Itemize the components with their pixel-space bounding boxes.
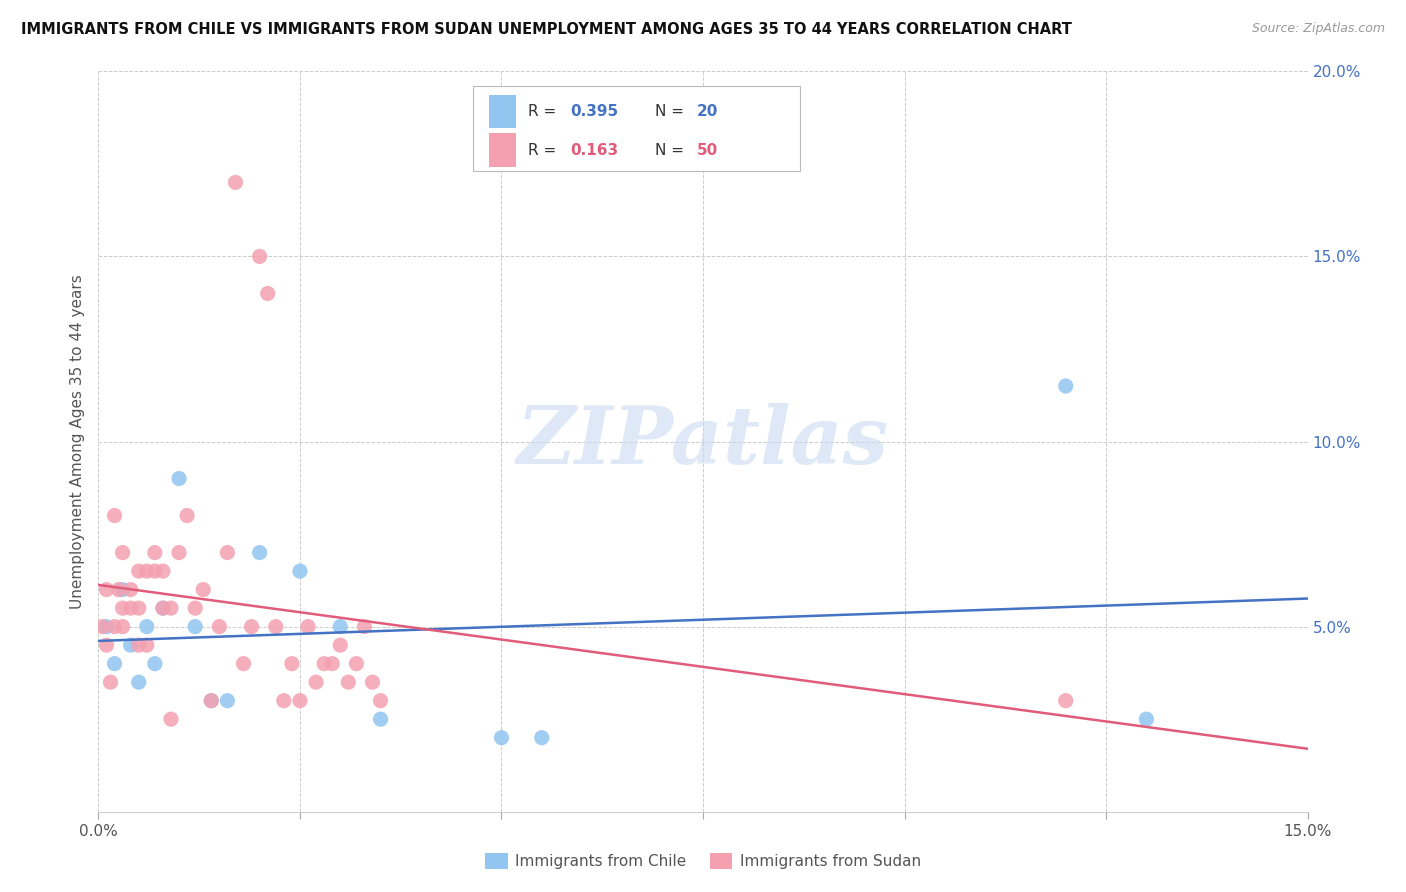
Point <box>200 694 222 708</box>
Text: Source: ZipAtlas.com: Source: ZipAtlas.com <box>1251 22 1385 36</box>
Point <box>152 601 174 615</box>
Point <box>128 675 150 690</box>
Point <box>184 601 207 615</box>
Point <box>128 638 150 652</box>
Point <box>96 582 118 597</box>
Point <box>305 675 328 690</box>
Point <box>329 638 352 652</box>
Point <box>135 638 157 652</box>
Legend: Immigrants from Chile, Immigrants from Sudan: Immigrants from Chile, Immigrants from S… <box>478 847 928 875</box>
Point <box>167 472 190 486</box>
Point <box>160 712 183 726</box>
Point <box>135 619 157 633</box>
Point <box>344 657 367 671</box>
Point <box>232 657 254 671</box>
Point <box>100 675 122 690</box>
Point <box>361 675 384 690</box>
Point <box>120 638 142 652</box>
Point <box>249 545 271 560</box>
Point <box>152 564 174 578</box>
Point <box>184 619 207 633</box>
Point <box>1135 712 1157 726</box>
Point <box>120 582 142 597</box>
Point <box>143 545 166 560</box>
Point <box>281 657 304 671</box>
Point <box>530 731 553 745</box>
Point <box>103 508 125 523</box>
Point <box>224 175 246 190</box>
Point <box>273 694 295 708</box>
Point <box>160 601 183 615</box>
Point <box>176 508 198 523</box>
Text: 50: 50 <box>697 143 718 158</box>
Point <box>152 601 174 615</box>
Text: R =: R = <box>527 143 561 158</box>
Point <box>167 545 190 560</box>
Point <box>135 564 157 578</box>
Point <box>111 619 134 633</box>
Point <box>217 545 239 560</box>
Point <box>193 582 215 597</box>
Point <box>128 601 150 615</box>
Point <box>288 564 311 578</box>
Point <box>1054 694 1077 708</box>
Point <box>370 712 392 726</box>
Text: N =: N = <box>655 143 689 158</box>
Point <box>111 601 134 615</box>
Point <box>288 694 311 708</box>
Point <box>103 619 125 633</box>
Point <box>120 601 142 615</box>
FancyBboxPatch shape <box>489 95 516 128</box>
FancyBboxPatch shape <box>489 134 516 167</box>
Point <box>1054 379 1077 393</box>
Point <box>107 582 129 597</box>
Point <box>370 694 392 708</box>
Point <box>96 638 118 652</box>
Point <box>217 694 239 708</box>
Point <box>337 675 360 690</box>
Point <box>111 545 134 560</box>
Text: IMMIGRANTS FROM CHILE VS IMMIGRANTS FROM SUDAN UNEMPLOYMENT AMONG AGES 35 TO 44 : IMMIGRANTS FROM CHILE VS IMMIGRANTS FROM… <box>21 22 1071 37</box>
Point <box>329 619 352 633</box>
Point <box>321 657 343 671</box>
Point <box>128 564 150 578</box>
Point <box>314 657 336 671</box>
Text: R =: R = <box>527 104 561 120</box>
Point <box>103 657 125 671</box>
Point <box>491 731 513 745</box>
Point <box>249 250 271 264</box>
Point <box>143 657 166 671</box>
FancyBboxPatch shape <box>474 87 800 171</box>
Text: ZIPatlas: ZIPatlas <box>517 403 889 480</box>
Point <box>96 619 118 633</box>
Text: 20: 20 <box>697 104 718 120</box>
Point <box>353 619 375 633</box>
Text: N =: N = <box>655 104 689 120</box>
Point <box>240 619 263 633</box>
Y-axis label: Unemployment Among Ages 35 to 44 years: Unemployment Among Ages 35 to 44 years <box>69 274 84 609</box>
Point <box>297 619 319 633</box>
Point <box>111 582 134 597</box>
Point <box>91 619 114 633</box>
Point <box>143 564 166 578</box>
Text: 0.395: 0.395 <box>569 104 619 120</box>
Point <box>208 619 231 633</box>
Text: 0.163: 0.163 <box>569 143 619 158</box>
Point <box>256 286 278 301</box>
Point <box>200 694 222 708</box>
Point <box>264 619 287 633</box>
